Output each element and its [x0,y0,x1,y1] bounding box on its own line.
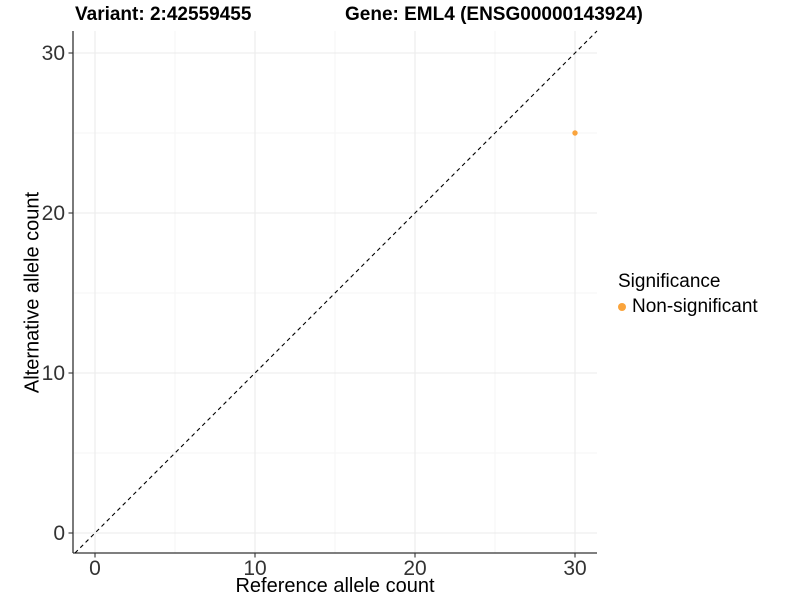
legend: Significance Non-significant [616,271,758,318]
legend-title: Significance [618,271,721,292]
data-point [572,130,578,136]
y-tick-label: 10 [42,362,65,385]
gene-title: Gene: EML4 (ENSG00000143924) [345,4,643,25]
y-tick-label: 30 [42,42,65,65]
x-tick-label: 20 [403,557,426,580]
y-tick-label: 0 [53,522,65,545]
legend-key-dot-icon [618,303,626,311]
x-axis-title: Reference allele count [235,575,435,597]
variant-title: Variant: 2:42559455 [75,4,252,25]
y-tick-label: 20 [42,202,65,225]
y-axis-title: Alternative allele count [21,191,44,394]
x-tick-label: 0 [89,557,101,580]
legend-item: Non-significant [616,296,758,318]
legend-item-label: Non-significant [632,296,758,317]
x-tick-label: 30 [563,557,586,580]
x-tick-label: 10 [243,557,266,580]
identity-dashed-line [74,30,598,554]
